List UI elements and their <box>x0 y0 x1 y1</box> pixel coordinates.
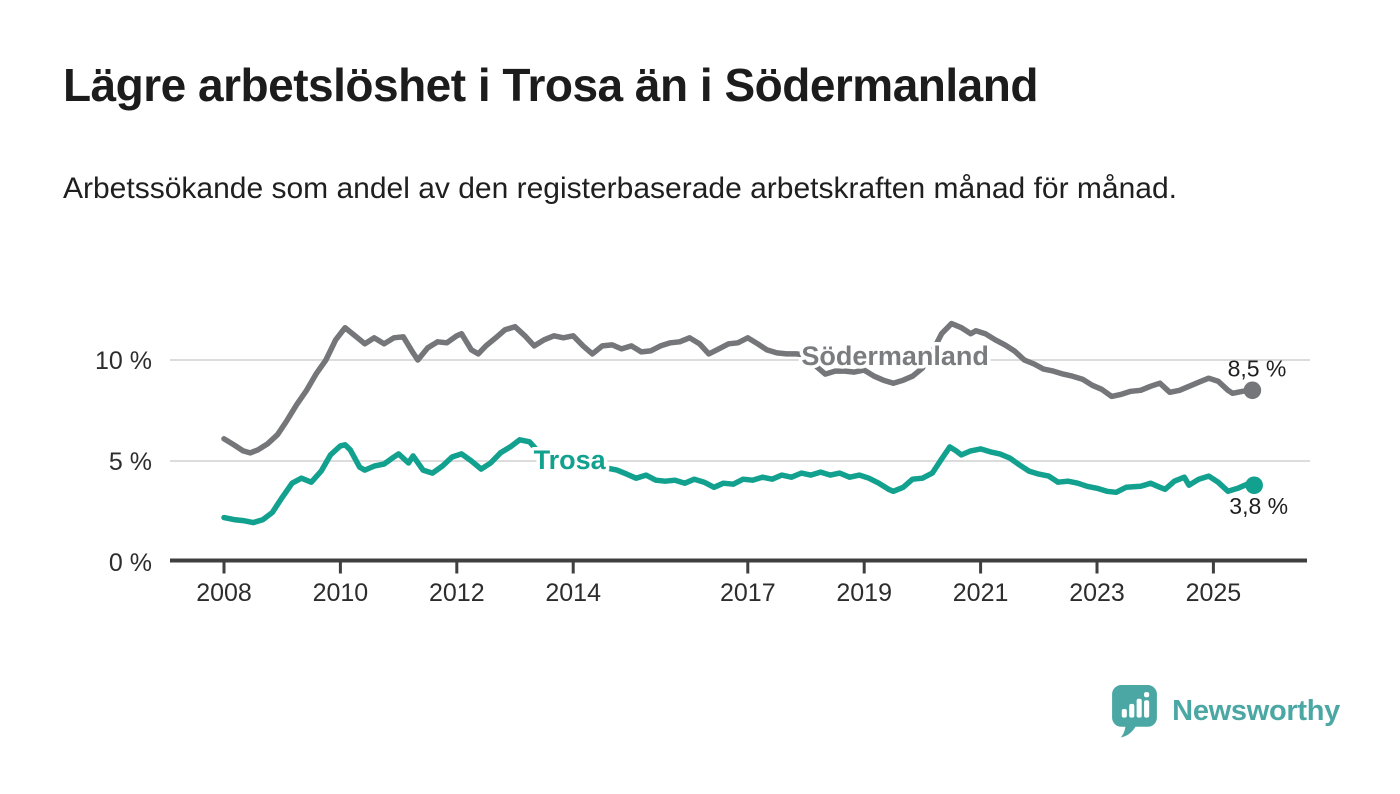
x-axis-label-2014: 2014 <box>545 579 601 607</box>
page-title: Lägre arbetslöshet i Trosa än i Söderman… <box>63 59 1038 111</box>
x-axis-label-2008: 2008 <box>196 579 252 607</box>
unemployment-line-chart: 0 % 5 % 10 % 2008 2010 2012 2014 2017 2019 2021 20… <box>95 320 1310 607</box>
x-axis-label-2021: 2021 <box>953 579 1009 607</box>
page-subtitle: Arbetssökande som andel av den registerb… <box>63 172 1177 205</box>
series-line-trosa <box>221 437 1257 526</box>
x-axis-label-2010: 2010 <box>313 579 369 607</box>
series-line-sdermanland <box>221 320 1256 456</box>
brand-name: Newsworthy <box>1172 694 1340 727</box>
x-axis-label-2025: 2025 <box>1186 579 1242 607</box>
x-axis-label-2023: 2023 <box>1069 579 1125 607</box>
series-end-dot-trosa <box>1245 476 1263 495</box>
x-axis-label-2019: 2019 <box>836 579 892 607</box>
y-axis-label-5: 5 % <box>109 448 152 476</box>
end-value-label-sdermanland: 8,5 % <box>1228 355 1287 381</box>
end-value-label-trosa: 3,8 % <box>1229 493 1288 519</box>
y-axis-label-10: 10 % <box>95 347 152 375</box>
x-axis-label-2017: 2017 <box>720 579 776 607</box>
y-axis-label-0: 0 % <box>109 549 152 577</box>
x-axis-label-2012: 2012 <box>429 579 485 607</box>
bar-chart-speech-bubble-icon <box>1111 684 1158 739</box>
series-label-sdermanland: Södermanland <box>801 341 989 371</box>
newsworthy-logo[interactable]: Newsworthy <box>1111 683 1340 739</box>
series-end-dot-sdermanland <box>1243 381 1262 400</box>
series-label-trosa: Trosa <box>534 445 607 475</box>
